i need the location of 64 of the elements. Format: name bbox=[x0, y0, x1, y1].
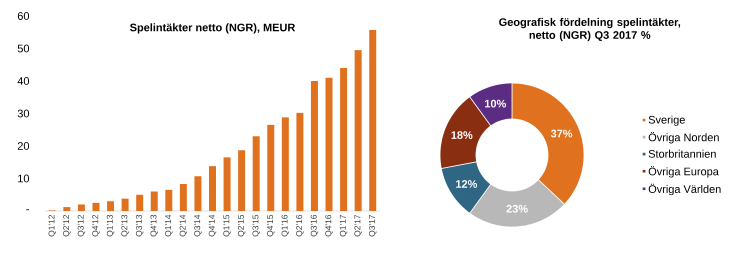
x-tick-label: Q3'16 bbox=[310, 214, 318, 236]
bar bbox=[92, 202, 100, 211]
x-tick-label: Q3'13 bbox=[136, 214, 144, 236]
x-tick-label: Q2'15 bbox=[238, 214, 246, 236]
x-tick-label: Q4'15 bbox=[267, 214, 275, 236]
x-tick-label: Q3'12 bbox=[78, 214, 86, 236]
bar bbox=[122, 198, 129, 211]
x-tick-label: Q1'17 bbox=[340, 214, 348, 236]
bar bbox=[267, 124, 274, 211]
data-label: 18% bbox=[452, 131, 472, 139]
y-tick-label: 10 bbox=[18, 174, 30, 182]
data-label: 12% bbox=[456, 180, 478, 188]
x-tick-label: Q4'14 bbox=[208, 214, 216, 236]
x-tick-label: Q2'13 bbox=[121, 214, 129, 236]
bar bbox=[238, 150, 246, 211]
bar bbox=[354, 50, 362, 211]
legend-label: Storbritannien bbox=[648, 150, 716, 158]
x-tick-label: Q1'14 bbox=[165, 214, 173, 236]
bar bbox=[252, 136, 260, 211]
y-tick-label: 20 bbox=[18, 142, 30, 150]
bar bbox=[165, 190, 172, 211]
text: Spelintäkter netto (NGR), MEUR bbox=[130, 23, 296, 34]
y-tick-label: 30 bbox=[18, 110, 30, 118]
bar bbox=[209, 166, 216, 211]
data-label: 10% bbox=[485, 100, 506, 108]
bar bbox=[369, 30, 376, 211]
x-tick-label: Q1'13 bbox=[106, 214, 114, 236]
x-tick-label: Q4'16 bbox=[325, 214, 333, 236]
y-tick-label: 40 bbox=[18, 77, 30, 85]
legend-label: Övriga Världen bbox=[648, 184, 721, 196]
chart-title: Geografisk fördelning spelintäkter, netto (NGR) Q3 2017 % bbox=[499, 18, 680, 42]
x-tick-label: Q3'17 bbox=[368, 214, 376, 236]
bar bbox=[107, 201, 114, 211]
x-tick-label: Q4'13 bbox=[150, 214, 158, 236]
x-tick-label: Q2'17 bbox=[354, 214, 362, 236]
legend-label: Övriga Norden bbox=[648, 132, 719, 144]
x-tick-label: Q2'16 bbox=[296, 214, 304, 236]
y-tick-label: 50 bbox=[18, 44, 30, 52]
x-tick-label: Q3'14 bbox=[194, 214, 202, 236]
legend-label: Sverige bbox=[648, 116, 685, 126]
bar bbox=[310, 80, 318, 211]
bar bbox=[296, 112, 304, 211]
x-tick-label: Q1'12 bbox=[48, 214, 56, 236]
x-tick-label: Q4'12 bbox=[92, 214, 100, 236]
x-tick-label: Q1'16 bbox=[282, 214, 290, 236]
bar bbox=[63, 207, 70, 211]
x-tick-label: Q2'12 bbox=[63, 214, 71, 236]
bar bbox=[194, 176, 202, 211]
y-tick-label: - bbox=[26, 209, 29, 210]
bar bbox=[78, 204, 85, 211]
x-tick-label: Q1'15 bbox=[223, 214, 231, 236]
data-label: 37% bbox=[550, 130, 572, 138]
y-tick-label: 60 bbox=[18, 12, 30, 20]
data-label: 23% bbox=[506, 204, 528, 213]
bar bbox=[224, 157, 231, 211]
legend-label: Övriga Europa bbox=[648, 166, 719, 178]
bar bbox=[180, 184, 187, 211]
bar bbox=[282, 117, 289, 211]
bar bbox=[150, 192, 158, 211]
x-tick-label: Q3'15 bbox=[252, 214, 260, 236]
bar bbox=[340, 68, 348, 211]
bar bbox=[136, 194, 144, 211]
x-tick-label: Q2'14 bbox=[180, 214, 188, 236]
bar bbox=[326, 78, 333, 211]
